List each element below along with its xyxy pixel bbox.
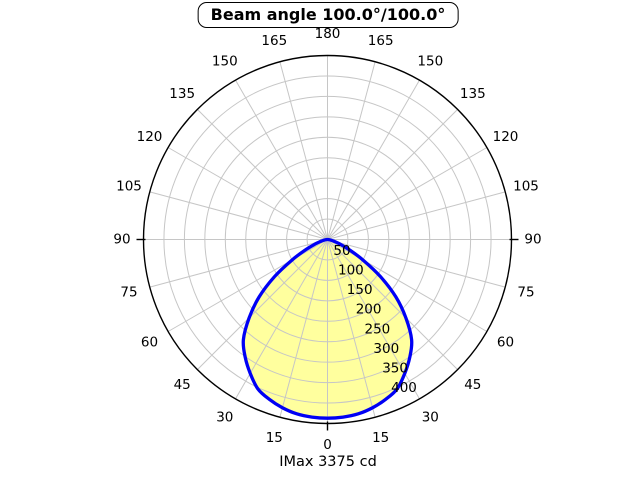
theta-tick-label: 90 [524, 232, 541, 248]
r-tick-label: 150 [347, 282, 373, 298]
theta-gridline [327, 61, 376, 240]
theta-tick-label: 75 [517, 285, 534, 301]
theta-gridline [149, 239, 328, 288]
r-tick-label: 300 [373, 341, 399, 357]
r-tick-label: 250 [365, 321, 391, 337]
theta-gridline [197, 109, 328, 240]
theta-tick-label: 45 [174, 377, 191, 393]
theta-tick-label: 30 [216, 410, 233, 426]
theta-tick-label: 60 [497, 334, 514, 350]
theta-tick-label: 45 [464, 377, 481, 393]
theta-gridline [327, 147, 488, 240]
beam-curve [241, 237, 414, 420]
theta-gridline [327, 191, 506, 240]
chart-title-box: Beam angle 100.0°/100.0° [197, 2, 459, 28]
r-tick-label: 200 [356, 302, 382, 318]
theta-gridline [197, 239, 328, 370]
theta-tick-label: 75 [120, 285, 137, 301]
theta-gridline [279, 61, 328, 240]
theta-gridline [235, 79, 328, 240]
theta-tick-label: 60 [141, 334, 158, 350]
theta-gridline [327, 109, 458, 240]
theta-tick-label: 0 [323, 437, 332, 453]
theta-tick-label: 120 [493, 129, 519, 145]
theta-gridline [327, 239, 458, 370]
theta-tick-label: 165 [261, 33, 287, 49]
theta-tick-label: 150 [417, 54, 443, 70]
theta-tick-label: 105 [116, 178, 142, 194]
theta-tick-label: 180 [315, 26, 341, 42]
theta-tick-label: 120 [137, 129, 163, 145]
theta-tick-label: 135 [169, 86, 195, 102]
theta-tick-label: 90 [113, 232, 130, 248]
theta-tick-label: 165 [368, 33, 394, 49]
theta-tick-label: 105 [513, 178, 539, 194]
theta-tick-label: 15 [372, 430, 389, 446]
theta-gridline [149, 191, 328, 240]
r-tick-label: 400 [391, 380, 417, 396]
theta-tick-label: 30 [422, 410, 439, 426]
theta-tick-label: 15 [266, 430, 283, 446]
theta-gridline [327, 79, 420, 240]
theta-gridline [327, 239, 376, 418]
imax-label: IMax 3375 cd [279, 454, 377, 470]
r-tick-label: 350 [382, 360, 408, 376]
theta-tick-label: 135 [460, 86, 486, 102]
chart-title: Beam angle 100.0°/100.0° [210, 5, 446, 24]
theta-tick-label: 150 [212, 54, 238, 70]
theta-gridline [167, 147, 328, 240]
theta-gridline [327, 239, 506, 288]
r-tick-label: 50 [333, 243, 350, 259]
theta-gridline [279, 239, 328, 418]
r-tick-label: 100 [338, 263, 364, 279]
